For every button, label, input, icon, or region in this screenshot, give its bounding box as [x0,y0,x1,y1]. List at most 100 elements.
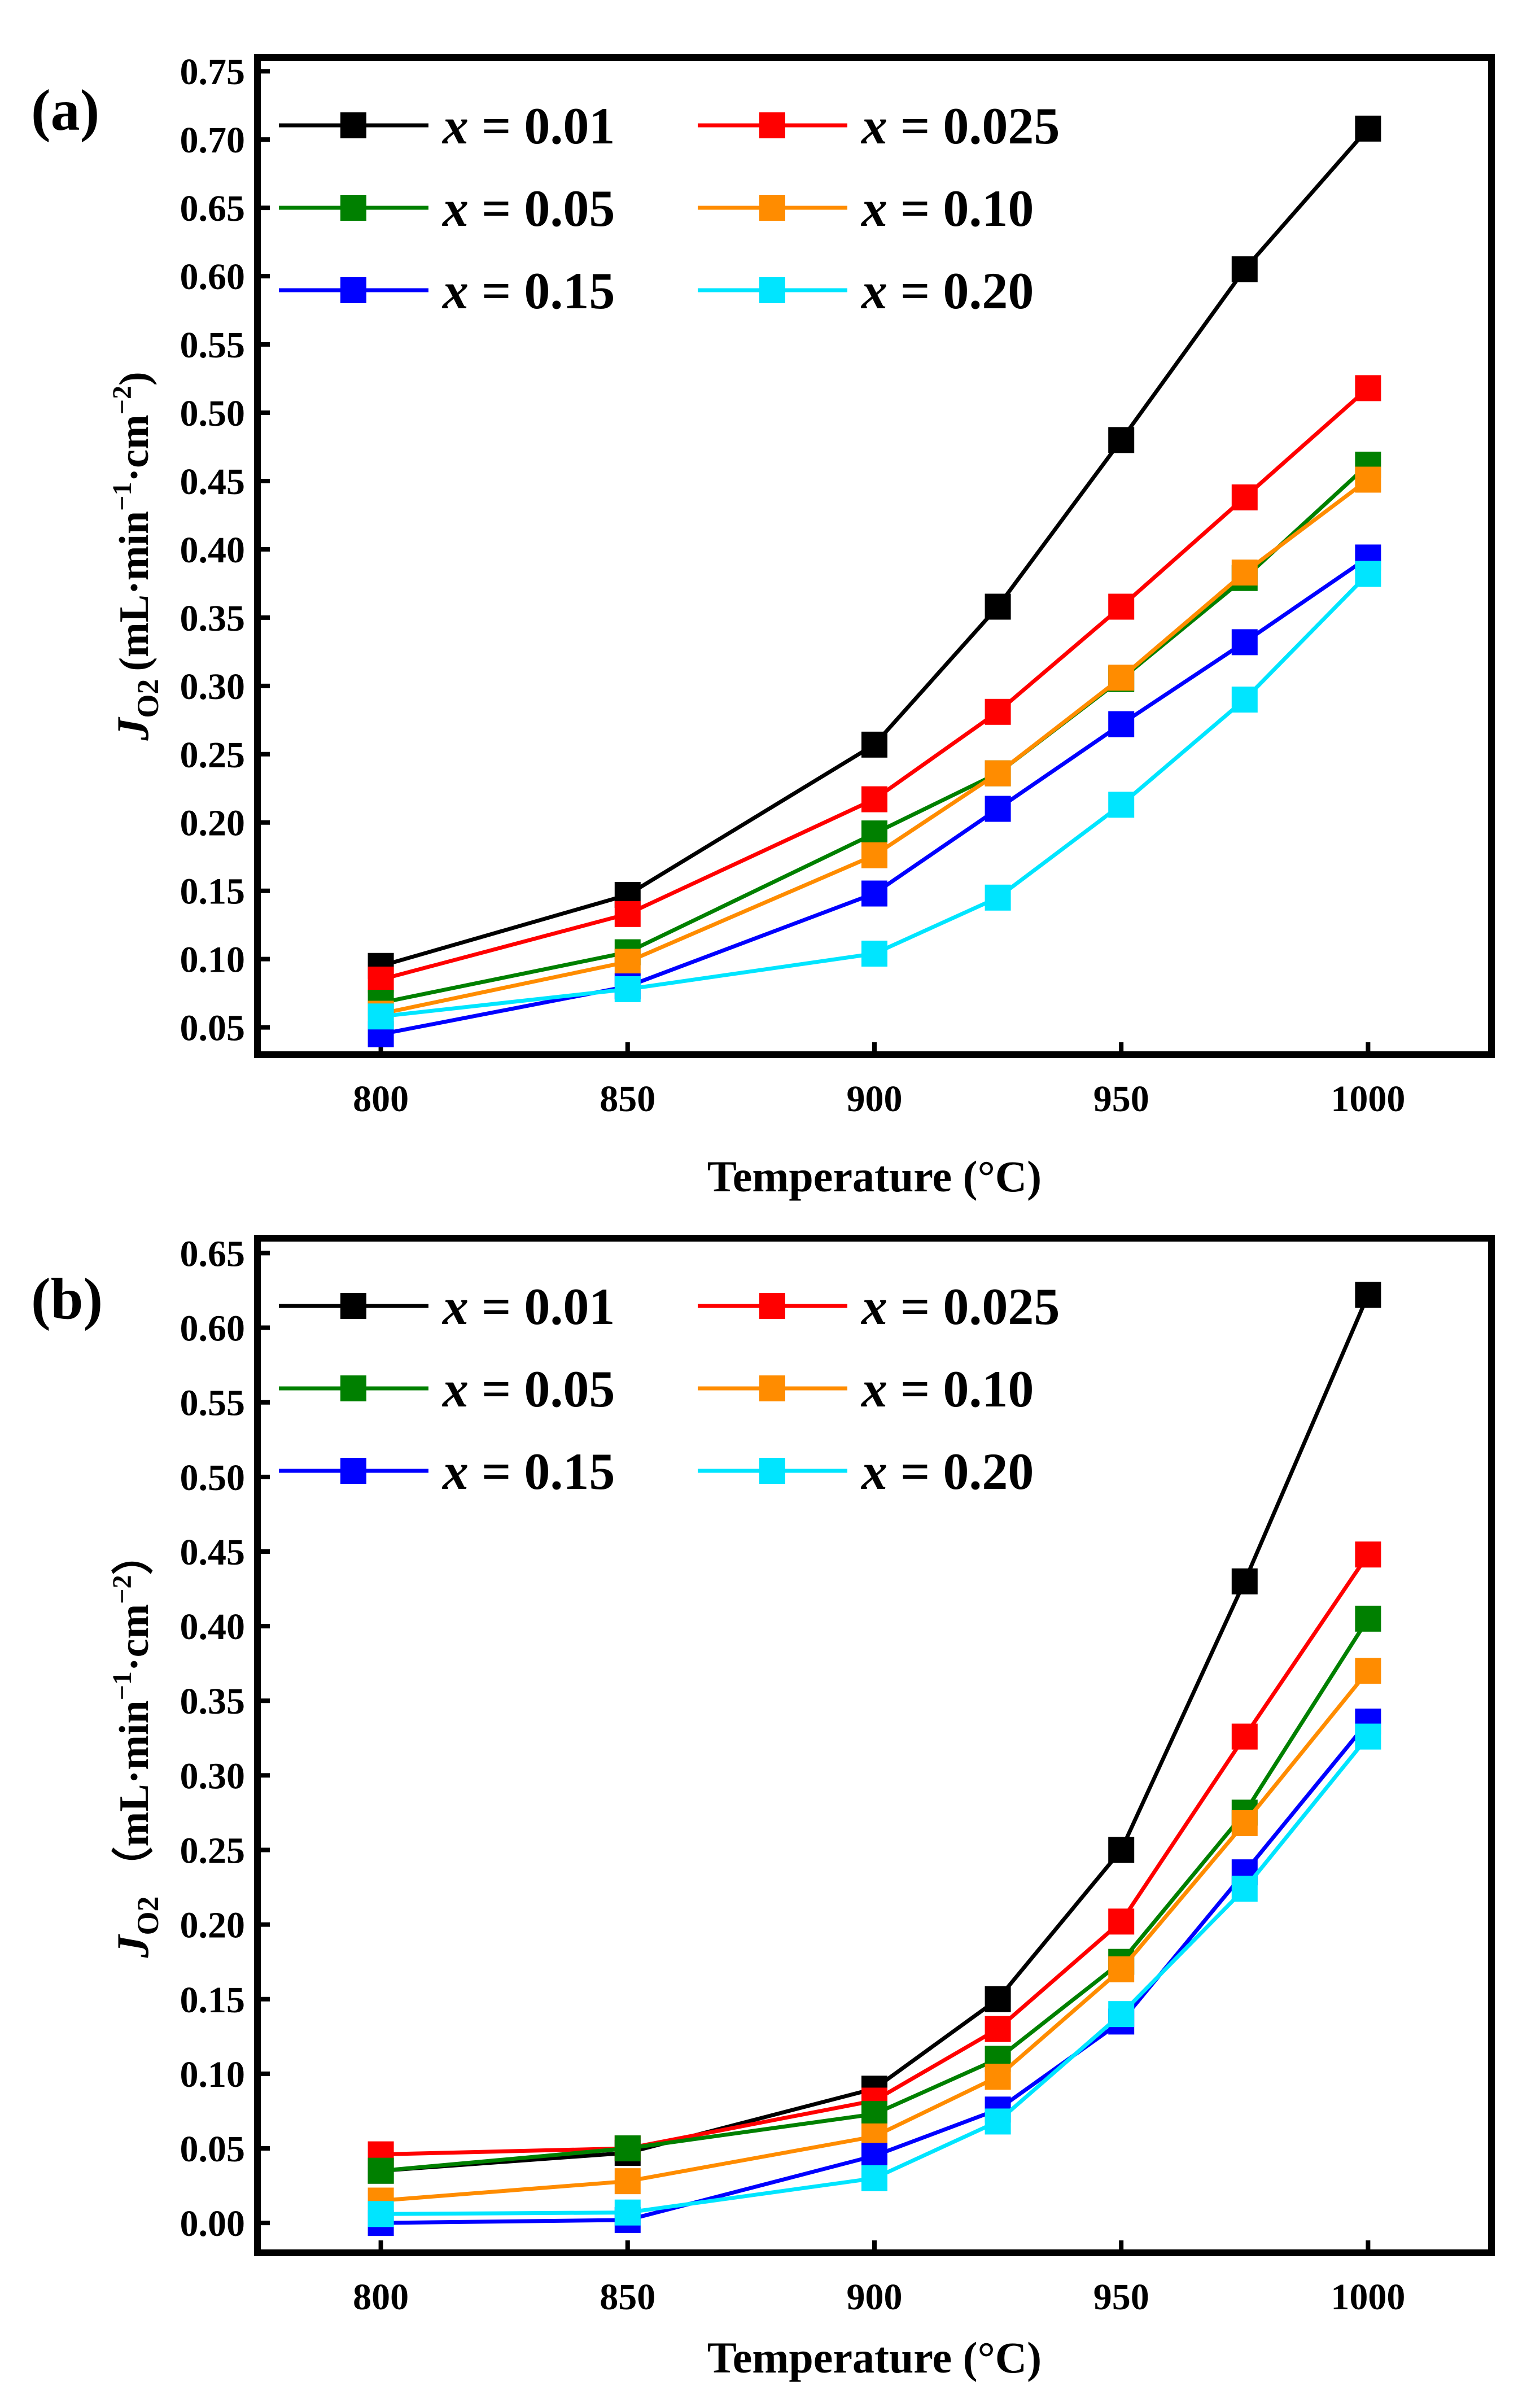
legend-entry: x = 0.05 [279,1360,615,1418]
data-point [1355,1723,1381,1750]
x-tick-label: 1000 [1331,1078,1405,1120]
legend-marker [340,112,366,138]
y-tick-label: 0.45 [180,461,246,503]
y-tick-label: 0.05 [180,2129,246,2170]
y-tick-label: 0.20 [180,803,246,844]
x-axis-label: Temperature (°C) [707,1152,1042,1201]
x-tick-label: 950 [1093,2277,1149,2318]
x-tick-label: 850 [600,1078,655,1120]
y-tick-label: 0.10 [180,940,246,981]
data-point [1231,629,1258,656]
y-tick-label: 0.65 [180,1233,246,1274]
y-tick-label: 0.40 [180,530,246,571]
series-1 [368,115,1381,979]
y-tick-label: 0.75 [180,51,246,93]
data-point [1108,1908,1135,1935]
data-point [985,796,1011,822]
legend-label: x = 0.15 [441,262,615,320]
legend: x = 0.01 x = 0.025 x = 0.05 x = 0.10 x = 0.1… [279,1278,1060,1500]
legend-entry: x = 0.025 [698,1278,1060,1335]
y-tick-label: 0.35 [180,1681,246,1722]
x-tick-label: 1000 [1331,2277,1405,2318]
data-point [861,2101,887,2127]
y-tick-label: 0.40 [180,1606,246,1648]
legend-marker [340,277,366,303]
legend-entry: x = 0.20 [698,262,1034,320]
data-point [1108,665,1135,691]
data-point [985,884,1011,911]
data-point [368,2157,394,2184]
y-tick-label: 0.60 [180,1308,246,1349]
legend-marker [759,195,785,221]
y-tick-label: 0.50 [180,1457,246,1498]
data-point [1108,427,1135,453]
data-point [368,2201,394,2227]
data-point [614,2135,641,2162]
y-tick-label: 0.15 [180,871,246,912]
y-tick-label: 0.50 [180,393,246,434]
y-tick-label: 0.25 [180,1830,246,1871]
data-point [1108,792,1135,818]
legend-marker [340,1458,366,1484]
legend-label: x = 0.05 [441,180,615,237]
panel-letter: (b) [31,1266,103,1331]
y-tick-label: 0.10 [180,2054,246,2095]
data-point [1355,561,1381,587]
x-tick-label: 900 [847,1078,903,1120]
legend-label: x = 0.15 [441,1443,615,1500]
x-tick-label: 800 [353,1078,409,1120]
data-point [1355,1541,1381,1568]
data-point [861,842,887,868]
series-4 [368,1658,1381,2214]
legend-label: x = 0.01 [441,97,615,155]
y-tick-label: 0.55 [180,325,246,366]
legend-label: x = 0.025 [860,97,1060,155]
series-4 [368,466,1381,1027]
data-point [614,949,641,975]
x-tick-label: 800 [353,2277,409,2318]
legend-marker [759,112,785,138]
y-tick-label: 0.35 [180,598,246,639]
data-point [861,820,887,847]
y-tick-label: 0.00 [180,2203,246,2244]
legend-entry: x = 0.15 [279,262,615,320]
series-2 [368,375,1381,993]
legend-entry: x = 0.20 [698,1443,1034,1500]
data-point [1108,1956,1135,1982]
data-point [985,2064,1011,2090]
legend-label: x = 0.05 [441,1360,615,1418]
legend-marker [340,1375,366,1401]
y-tick-label: 0.60 [180,256,246,298]
legend-marker [759,1458,785,1484]
y-tick-label: 0.20 [180,1905,246,1946]
panel-letter: (a) [31,78,99,143]
data-point [861,731,887,758]
data-point [1231,484,1258,510]
data-point [1231,1810,1258,1836]
data-point [1108,711,1135,737]
legend-label: x = 0.01 [441,1278,615,1335]
data-point [614,2168,641,2195]
legend: x = 0.01 x = 0.025 x = 0.05 x = 0.10 x = 0.1… [279,97,1060,320]
series-line [380,1294,1370,2173]
y-tick-label: 0.30 [180,1755,246,1797]
series-2 [368,1541,1381,2168]
panel-a: (a) 0.05 0.10 0.15 0.20 0.25 0.30 0.35 0.40 0.45 0… [31,51,1495,1201]
data-point [368,966,394,993]
data-point [1231,560,1258,586]
x-tick-label: 950 [1093,1078,1149,1120]
y-tick-label: 0.05 [180,1008,246,1049]
y-tick-label: 0.25 [180,735,246,776]
data-point [1355,1658,1381,1684]
legend-entry: x = 0.01 [279,1278,615,1335]
y-tick-label: 0.55 [180,1383,246,1424]
panel-b: (b) 0.00 0.05 0.10 0.15 0.20 0.25 0.30 0.35 0.40 0… [31,1233,1495,2382]
data-point [861,880,887,907]
data-point [1108,593,1135,620]
y-axis-label: JO2(mL·min−1·cm−2) [107,372,165,741]
legend-marker [340,195,366,221]
data-point [985,593,1011,620]
series-6 [368,1723,1381,2227]
x-axis-label: Temperature (°C) [707,2333,1042,2382]
